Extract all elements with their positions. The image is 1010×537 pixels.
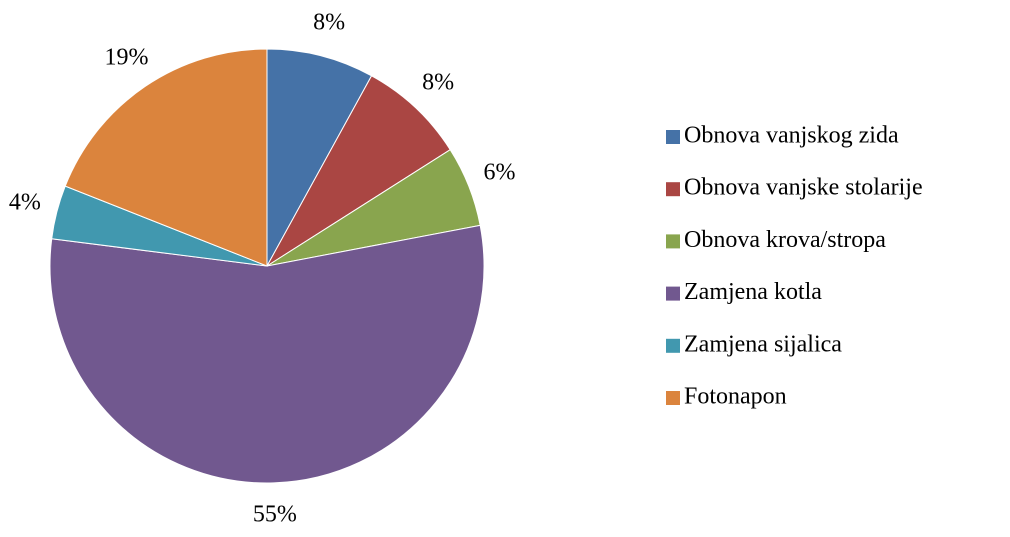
- data-label: 6%: [483, 159, 515, 185]
- legend-label: Zamjena sijalica: [684, 331, 842, 357]
- legend-swatch: [666, 286, 680, 301]
- legend-swatch: [666, 234, 680, 249]
- data-label: 55%: [253, 501, 297, 527]
- data-label: 19%: [104, 45, 148, 71]
- pie-slice: [266, 48, 373, 267]
- pie-slice: [266, 75, 451, 267]
- legend-label: Obnova krova/stropa: [684, 227, 886, 253]
- legend-swatch: [666, 391, 680, 405]
- data-label: 8%: [313, 9, 345, 35]
- data-label: 8%: [422, 69, 454, 95]
- legend-label: Zamjena kotla: [684, 279, 822, 305]
- legend-swatch: [666, 182, 680, 197]
- legend-label: Obnova vanjske stolarije: [684, 175, 923, 201]
- legend-swatch: [666, 130, 680, 144]
- legend-swatch: [666, 338, 680, 353]
- data-label: 4%: [9, 189, 41, 215]
- legend-label: Obnova vanjskog zida: [684, 123, 899, 149]
- pie-slice: [64, 48, 268, 267]
- pie-slice: [49, 224, 485, 484]
- legend-label: Fotonapon: [684, 384, 787, 410]
